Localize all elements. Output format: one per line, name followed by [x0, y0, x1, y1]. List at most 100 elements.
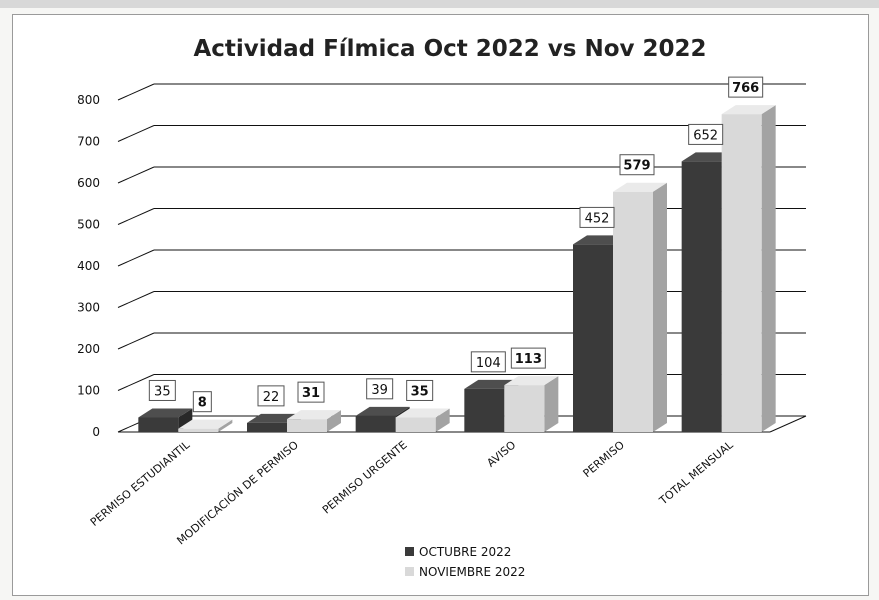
- gridline-diag: [117, 125, 155, 142]
- y-tick-label: 600: [77, 176, 100, 190]
- gridline-diag: [117, 83, 155, 101]
- bar: [504, 376, 559, 432]
- bar-side: [218, 419, 233, 432]
- top-band: [0, 0, 879, 8]
- category-label: PERMISO ESTUDIANTIL: [88, 438, 193, 529]
- data-label-text: 113: [515, 352, 542, 367]
- data-label-box: [688, 123, 724, 145]
- legend-swatch: [405, 547, 414, 556]
- legend: OCTUBRE 2022 NOVIEMBRE 2022: [405, 545, 525, 579]
- gridline-diag: [117, 291, 155, 308]
- bar: [721, 105, 776, 433]
- bar-front: [355, 415, 396, 432]
- bar: [613, 182, 667, 432]
- data-label-box: [619, 154, 655, 176]
- data-label-box: [728, 76, 764, 98]
- data-label: 766: [728, 76, 764, 98]
- category-label: PERMISO URGENTE: [320, 438, 410, 516]
- bar-front: [504, 385, 545, 432]
- data-label-text: 22: [263, 390, 280, 405]
- data-label: 652: [688, 123, 724, 145]
- gridline-diag: [117, 208, 155, 225]
- data-label-text: 652: [693, 128, 718, 143]
- y-tick-label: 700: [77, 135, 100, 149]
- data-label-box: [470, 351, 506, 373]
- bar-front: [464, 388, 505, 432]
- floor-edge-side: [769, 415, 807, 433]
- y-tick-label: 500: [77, 218, 100, 232]
- data-label: 31: [297, 381, 325, 403]
- category-label: PERMISO: [581, 438, 628, 480]
- y-tick-label: 200: [77, 342, 100, 356]
- bar-side: [327, 410, 341, 432]
- data-label: 35: [406, 379, 434, 401]
- data-labels: 35 8 22 31 39 35 104 113 452 579 652 766: [148, 76, 764, 413]
- bar-side: [761, 105, 776, 433]
- chart-title: Actividad Fílmica Oct 2022 vs Nov 2022: [193, 36, 706, 62]
- data-label-text: 39: [371, 383, 388, 398]
- bar-top: [504, 376, 559, 386]
- data-label-text: 766: [732, 81, 759, 96]
- data-label-box: [510, 347, 546, 369]
- category-label: MODIFICACIÓN DE PERMISO: [174, 438, 301, 547]
- bar-top: [613, 182, 667, 192]
- y-tick-label: 0: [92, 425, 100, 439]
- data-label: 104: [470, 351, 506, 373]
- data-label: 452: [579, 206, 615, 228]
- bar-side: [435, 408, 450, 432]
- bar-top: [138, 408, 193, 418]
- data-label-text: 579: [623, 159, 650, 174]
- data-label: 39: [366, 378, 394, 400]
- bar-front: [247, 422, 287, 432]
- data-label: 22: [257, 385, 285, 407]
- data-label: 35: [148, 379, 176, 401]
- bar-side: [653, 182, 667, 432]
- gridline-diag: [117, 249, 155, 267]
- y-tick-label: 800: [77, 93, 100, 107]
- gridline-diag: [117, 166, 155, 184]
- data-label-text: 31: [302, 386, 320, 401]
- bar-top: [355, 406, 410, 416]
- data-label-box: [148, 379, 176, 401]
- bar-front: [681, 161, 722, 433]
- data-label-text: 104: [476, 356, 501, 371]
- data-label-box: [257, 385, 285, 407]
- legend-swatch: [405, 567, 414, 576]
- data-label: 113: [510, 347, 546, 369]
- gridline-diag: [117, 374, 155, 391]
- bar-front: [573, 244, 613, 432]
- data-label-text: 8: [198, 396, 207, 411]
- bar-front: [287, 419, 327, 432]
- y-tick-label: 400: [77, 259, 100, 273]
- bar-side: [544, 376, 559, 432]
- legend-label: NOVIEMBRE 2022: [419, 565, 525, 579]
- bar-top: [395, 408, 450, 418]
- data-label-box: [297, 381, 325, 403]
- bar-front: [178, 428, 219, 432]
- data-label-box: [406, 379, 434, 401]
- bar-front: [613, 191, 653, 432]
- data-label: 579: [619, 154, 655, 176]
- category-label: AVISO: [484, 438, 518, 470]
- data-label-box: [366, 378, 394, 400]
- data-label-box: [192, 391, 212, 413]
- data-label-box: [579, 206, 615, 228]
- data-label-text: 35: [154, 384, 171, 399]
- bar-top: [721, 105, 776, 115]
- bar-top: [287, 410, 341, 420]
- bar: [395, 408, 450, 432]
- bar: [178, 419, 233, 432]
- legend-label: OCTUBRE 2022: [419, 545, 511, 559]
- bar-front: [395, 417, 436, 432]
- bar: [138, 408, 193, 432]
- y-tick-label: 100: [77, 384, 100, 398]
- data-label-text: 452: [585, 211, 610, 226]
- bar-front: [138, 417, 179, 432]
- bar: [287, 410, 341, 432]
- bar-top: [178, 419, 233, 429]
- gridline-diag: [117, 332, 155, 350]
- bars: [138, 105, 776, 433]
- bar-front: [721, 114, 762, 433]
